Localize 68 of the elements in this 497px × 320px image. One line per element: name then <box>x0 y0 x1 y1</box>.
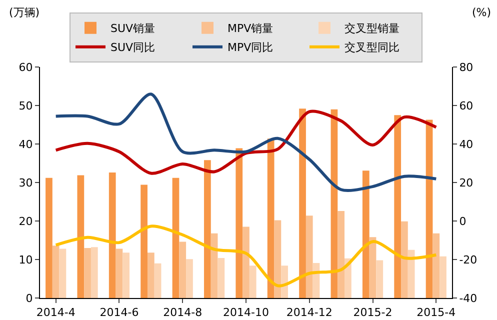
y2-tick-label: 80 <box>459 60 474 74</box>
bar <box>77 175 84 298</box>
bar <box>249 266 256 298</box>
line-series <box>54 110 438 175</box>
legend-label: MPV同比 <box>228 41 274 54</box>
x-tick-label: 2015-2 <box>353 306 392 320</box>
bar <box>401 221 408 298</box>
x-tick-label: 2014-8 <box>163 306 202 320</box>
bar <box>281 266 288 298</box>
bar <box>108 172 116 298</box>
x-tick-label: 2014-10 <box>223 306 269 320</box>
bar <box>147 252 154 298</box>
y2-tick-label: -20 <box>459 253 478 266</box>
bar <box>274 220 282 298</box>
line-series <box>54 224 438 288</box>
legend-label: SUV销量 <box>110 22 156 36</box>
bar <box>179 242 186 298</box>
y2-tick-label: 0 <box>459 214 466 228</box>
y2-tick-label: 40 <box>459 138 474 151</box>
bar <box>394 115 402 298</box>
bar <box>362 170 370 298</box>
y-tick-label: 10 <box>18 253 33 266</box>
y-tick-label: 60 <box>18 60 33 74</box>
bar <box>140 184 148 298</box>
bar <box>204 160 211 298</box>
bar <box>59 248 66 298</box>
bar <box>299 108 306 298</box>
bar <box>218 258 225 298</box>
y-tick-label: 40 <box>18 138 33 151</box>
bar <box>90 247 98 298</box>
legend-label: 交叉型销量 <box>344 22 400 36</box>
bar <box>210 233 218 298</box>
bar <box>172 178 180 298</box>
x-tick-label: 2015-4 <box>416 306 456 320</box>
bar <box>267 138 274 298</box>
legend-label: 交叉型同比 <box>344 41 400 54</box>
bar <box>376 260 384 298</box>
x-tick-label: 2014-12 <box>286 306 332 320</box>
legend-label: MPV销量 <box>228 22 274 36</box>
y-tick-label: 0 <box>26 292 33 305</box>
bar <box>186 259 193 298</box>
y2-axis-title: (%) <box>472 6 492 19</box>
bar <box>154 263 162 298</box>
bar <box>242 226 250 298</box>
bar <box>236 148 243 298</box>
bar <box>426 120 433 298</box>
bar <box>122 252 130 298</box>
bar <box>440 256 446 298</box>
y2-tick-label: 60 <box>459 99 474 112</box>
bar <box>46 178 52 298</box>
bar <box>369 237 376 298</box>
y2-tick-label: -40 <box>459 292 478 305</box>
x-tick-label: 2014-6 <box>100 306 139 320</box>
bar <box>116 248 123 298</box>
y-tick-label: 30 <box>18 176 33 190</box>
line-series <box>54 92 438 192</box>
bar <box>338 210 345 298</box>
bar <box>306 216 313 298</box>
y-axis-title: (万辆) <box>9 6 40 19</box>
bar <box>432 233 440 298</box>
legend-label: SUV同比 <box>110 41 156 54</box>
y-tick-label: 20 <box>18 214 33 228</box>
y-tick-label: 50 <box>18 99 33 112</box>
bar <box>84 248 91 298</box>
y2-tick-label: 20 <box>459 176 474 190</box>
bar <box>52 246 60 298</box>
x-tick-label: 2014-4 <box>36 306 76 320</box>
bar <box>408 250 415 298</box>
